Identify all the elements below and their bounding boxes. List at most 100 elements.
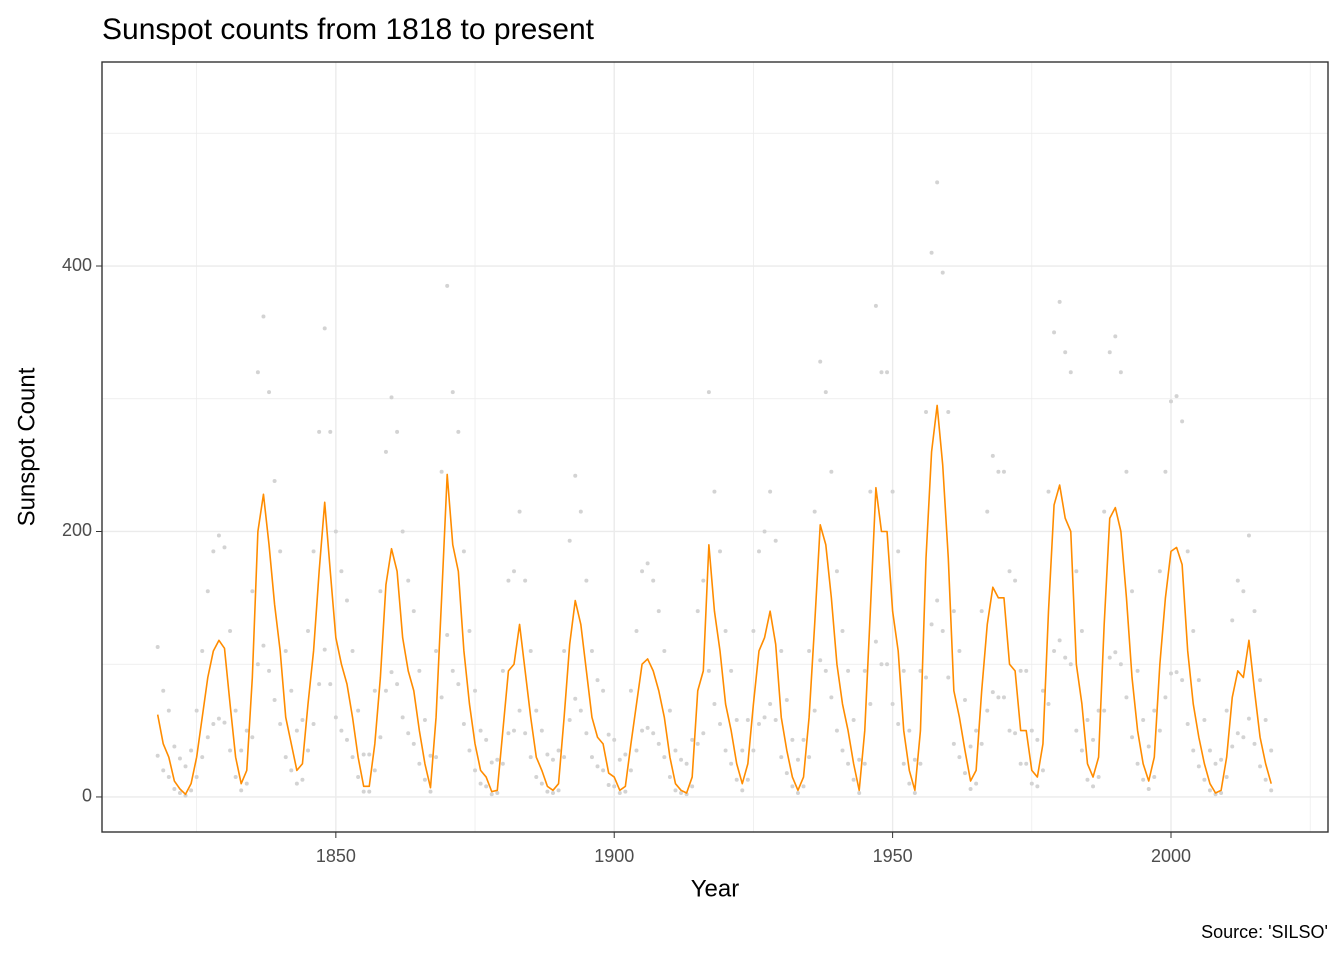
data-point: [1163, 695, 1168, 700]
data-point: [1102, 509, 1107, 514]
data-point: [1113, 650, 1118, 655]
data-point: [929, 622, 934, 627]
data-point: [500, 761, 505, 766]
data-point: [333, 715, 338, 720]
data-point: [255, 662, 260, 667]
data-point: [400, 529, 405, 534]
data-point: [578, 708, 583, 713]
data-point: [951, 741, 956, 746]
data-point: [428, 753, 433, 758]
data-point: [768, 489, 773, 494]
data-point: [272, 479, 277, 484]
y-tick-label: 400: [62, 255, 92, 275]
data-point: [489, 792, 494, 797]
data-point: [695, 609, 700, 614]
data-point: [189, 788, 194, 793]
data-point: [562, 755, 567, 760]
data-point: [968, 744, 973, 749]
data-point: [567, 538, 572, 543]
data-point: [183, 793, 188, 798]
data-point: [846, 761, 851, 766]
data-point: [372, 768, 377, 773]
data-point: [578, 509, 583, 514]
y-tick-label: 0: [82, 786, 92, 806]
data-point: [974, 728, 979, 733]
data-point: [550, 757, 555, 762]
data-point: [935, 180, 940, 185]
data-point: [211, 549, 216, 554]
data-point: [990, 690, 995, 695]
data-point: [489, 760, 494, 765]
data-point: [484, 737, 489, 742]
data-point: [189, 748, 194, 753]
data-point: [718, 721, 723, 726]
data-point: [1074, 728, 1079, 733]
data-point: [344, 737, 349, 742]
data-point: [762, 715, 767, 720]
data-point: [194, 775, 199, 780]
data-point: [940, 270, 945, 275]
data-point: [311, 721, 316, 726]
data-point: [823, 390, 828, 395]
data-point: [818, 658, 823, 663]
data-point: [935, 598, 940, 603]
data-point: [985, 509, 990, 514]
data-point: [1263, 717, 1268, 722]
data-point: [584, 578, 589, 583]
data-point: [1180, 419, 1185, 424]
data-point: [450, 390, 455, 395]
data-point: [873, 639, 878, 644]
data-point: [829, 469, 834, 474]
data-point: [1235, 731, 1240, 736]
data-point: [701, 731, 706, 736]
data-point: [478, 781, 483, 786]
data-point: [645, 561, 650, 566]
data-point: [350, 755, 355, 760]
data-point: [851, 717, 856, 722]
data-point: [239, 748, 244, 753]
data-point: [1224, 775, 1229, 780]
data-point: [306, 629, 311, 634]
x-tick-label: 2000: [1151, 846, 1191, 866]
data-point: [974, 781, 979, 786]
data-point: [712, 489, 717, 494]
data-point: [361, 752, 366, 757]
data-point: [896, 549, 901, 554]
data-point: [244, 781, 249, 786]
data-point: [851, 777, 856, 782]
data-point: [300, 717, 305, 722]
data-point: [645, 725, 650, 730]
data-point: [795, 757, 800, 762]
data-point: [573, 473, 578, 478]
data-point: [868, 489, 873, 494]
data-point: [1196, 764, 1201, 769]
data-point: [589, 648, 594, 653]
data-point: [1213, 761, 1218, 766]
data-point: [250, 735, 255, 740]
data-point: [1241, 589, 1246, 594]
data-point: [718, 549, 723, 554]
data-point: [222, 720, 227, 725]
data-point: [1180, 678, 1185, 683]
data-point: [1230, 744, 1235, 749]
data-point: [422, 717, 427, 722]
data-point: [239, 788, 244, 793]
data-point: [779, 648, 784, 653]
data-point: [873, 303, 878, 308]
data-point: [818, 359, 823, 364]
data-point: [283, 648, 288, 653]
data-point: [1068, 662, 1073, 667]
data-point: [729, 668, 734, 673]
data-point: [1013, 578, 1018, 583]
data-point: [172, 786, 177, 791]
data-point: [840, 629, 845, 634]
data-point: [612, 784, 617, 789]
data-point: [823, 668, 828, 673]
data-point: [411, 741, 416, 746]
data-point: [885, 662, 890, 667]
data-point: [228, 629, 233, 634]
data-point: [996, 695, 1001, 700]
data-point: [651, 731, 656, 736]
data-point: [400, 715, 405, 720]
data-point: [1219, 757, 1224, 762]
